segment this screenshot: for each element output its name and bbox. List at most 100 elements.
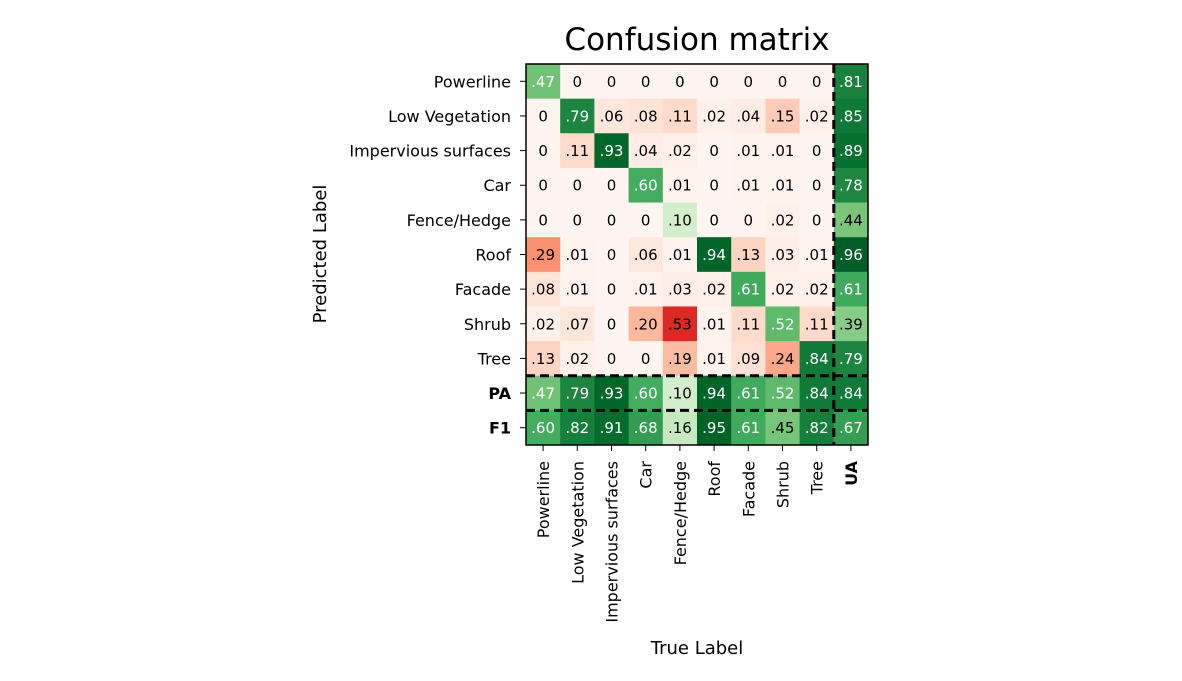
heatmap-cell <box>526 341 561 377</box>
heatmap-cell-label: 0 <box>812 177 822 195</box>
heatmap-cell <box>697 271 732 307</box>
heatmap-cell-label: 0 <box>812 142 822 160</box>
heatmap-cell-label: .01 <box>771 142 795 160</box>
heatmap-cell-label: 0 <box>641 211 651 229</box>
heatmap-cell-label: .10 <box>668 211 692 229</box>
heatmap-cell <box>628 341 664 377</box>
heatmap-cell-label: .94 <box>702 385 726 403</box>
heatmap-cell-label: 0 <box>709 142 719 160</box>
heatmap-cell-label: .06 <box>600 107 624 125</box>
heatmap-cell <box>560 410 595 446</box>
x-tick-label: Low Vegetation <box>568 461 587 584</box>
heatmap-cell-label: 0 <box>744 73 754 91</box>
heatmap-cell <box>628 306 664 342</box>
heatmap-cell-label: .79 <box>565 385 589 403</box>
heatmap-cell-label: .13 <box>736 246 760 264</box>
heatmap-cell <box>594 375 629 411</box>
heatmap-cell-label: 0 <box>607 177 617 195</box>
heatmap-cell <box>662 98 698 134</box>
heatmap-cell-label: .82 <box>565 419 589 437</box>
heatmap-cell <box>765 167 800 203</box>
heatmap-cell <box>560 167 595 203</box>
heatmap-cell-label: 0 <box>641 350 651 368</box>
heatmap-cell <box>833 271 869 307</box>
heatmap-cell-label: .95 <box>702 419 726 437</box>
heatmap-cell <box>731 202 766 238</box>
x-tick-label: Roof <box>705 461 724 497</box>
heatmap-cell-label: .02 <box>805 281 829 299</box>
heatmap-cell <box>628 271 664 307</box>
heatmap-cell-label: .01 <box>668 177 692 195</box>
heatmap-cell <box>526 202 561 238</box>
x-tick-label: Impervious surfaces <box>603 461 622 623</box>
y-tick-label: Low Vegetation <box>388 107 511 126</box>
heatmap-cell <box>628 410 664 446</box>
heatmap-cell <box>697 410 732 446</box>
heatmap-cell-label: .11 <box>668 107 692 125</box>
heatmap-cell <box>799 271 835 307</box>
heatmap-cell-label: 0 <box>607 73 617 91</box>
heatmap-cell-label: 0 <box>538 107 548 125</box>
heatmap-cell-labels: .47 0 0 0 0 0 0 0 0 .81 0 .79 .06 .08 .11 .02 .04 .15 .02.… <box>531 73 863 437</box>
heatmap-cell <box>594 237 629 273</box>
heatmap-cell <box>526 375 561 411</box>
heatmap-cell <box>662 410 698 446</box>
heatmap-cell <box>526 64 561 100</box>
heatmap-cell <box>697 202 732 238</box>
heatmap-cell-label: .01 <box>736 177 760 195</box>
heatmap-cell-label: .94 <box>702 246 726 264</box>
heatmap-cell-label: .96 <box>839 246 863 264</box>
heatmap-cell <box>594 202 629 238</box>
y-tick-label: Impervious surfaces <box>349 142 511 161</box>
heatmap-cell-label: .78 <box>839 177 863 195</box>
heatmap-cell <box>697 167 732 203</box>
heatmap-cell-label: .52 <box>771 315 795 333</box>
heatmap-cell <box>526 410 561 446</box>
heatmap-cell-label: .01 <box>771 177 795 195</box>
heatmap-cell <box>560 202 595 238</box>
heatmap-cell-label: .61 <box>736 419 760 437</box>
heatmap-cell <box>799 237 835 273</box>
heatmap-cell <box>594 271 629 307</box>
heatmap-cell <box>594 410 629 446</box>
heatmap-cell-label: .01 <box>702 350 726 368</box>
heatmap-cell-label: .84 <box>839 385 863 403</box>
heatmap-cell-label: .93 <box>600 142 624 160</box>
heatmap-cell-label: .01 <box>736 142 760 160</box>
heatmap-cell-label: 0 <box>607 246 617 264</box>
heatmap-cell <box>594 64 629 100</box>
heatmap-cell-label: .60 <box>634 385 658 403</box>
heatmap-cell-label: .79 <box>565 107 589 125</box>
heatmap-cell <box>731 167 766 203</box>
heatmap-cell-label: 0 <box>538 177 548 195</box>
heatmap-cell-label: 0 <box>675 73 685 91</box>
heatmap-cell <box>765 64 800 100</box>
heatmap-cell-label: .11 <box>565 142 589 160</box>
heatmap-cell <box>697 64 732 100</box>
heatmap-cell <box>833 167 869 203</box>
heatmap-cells <box>526 64 869 446</box>
heatmap-cell <box>833 98 869 134</box>
heatmap-cell <box>833 375 869 411</box>
heatmap-cell-label: .53 <box>668 315 692 333</box>
heatmap-cell <box>833 133 869 169</box>
y-tick-label: Powerline <box>434 72 511 91</box>
heatmap-cell-label: .84 <box>805 350 829 368</box>
heatmap-cell-label: 0 <box>709 177 719 195</box>
heatmap-cell <box>799 64 835 100</box>
heatmap-cell-label: .91 <box>600 419 624 437</box>
x-tick-label: Tree <box>808 461 827 495</box>
heatmap-cell-label: .16 <box>668 419 692 437</box>
heatmap-cell <box>697 133 732 169</box>
heatmap-cell <box>799 98 835 134</box>
heatmap-cell-label: .20 <box>634 315 658 333</box>
heatmap-cell <box>833 410 869 446</box>
heatmap-cell-label: .81 <box>839 73 863 91</box>
heatmap-cell <box>526 167 561 203</box>
y-tick-label: Fence/Hedge <box>407 211 511 230</box>
heatmap-cell-label: .89 <box>839 142 863 160</box>
heatmap-cell-label: .52 <box>771 385 795 403</box>
heatmap-cell <box>765 271 800 307</box>
heatmap-cell-label: .67 <box>839 419 863 437</box>
